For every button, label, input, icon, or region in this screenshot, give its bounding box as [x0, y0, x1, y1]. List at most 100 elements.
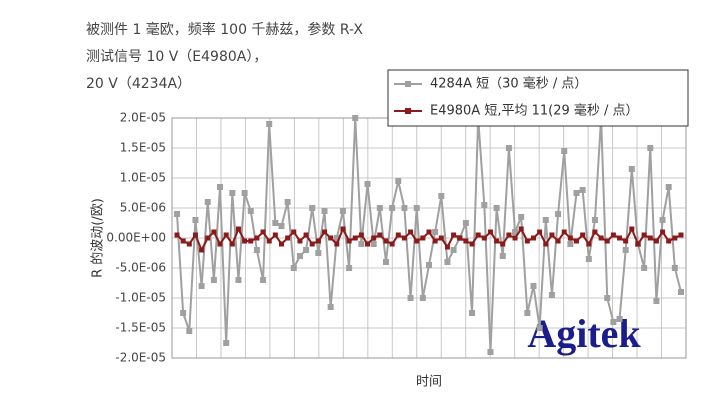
point-marker: [303, 232, 309, 238]
point-marker: [579, 187, 586, 193]
point-marker: [438, 235, 444, 241]
point-marker: [254, 235, 260, 241]
point-marker: [555, 211, 562, 217]
point-marker: [574, 238, 580, 244]
point-marker: [475, 232, 481, 238]
point-marker: [622, 247, 629, 253]
point-marker: [340, 226, 346, 232]
y-tick-label: 1.0E-05: [120, 171, 166, 185]
point-marker: [376, 205, 383, 211]
point-marker: [401, 205, 408, 211]
point-marker: [505, 145, 512, 151]
point-marker: [339, 208, 346, 214]
y-tick-label: -1.5E-05: [115, 321, 166, 335]
point-marker: [450, 247, 457, 253]
point-marker: [352, 115, 359, 121]
point-marker: [617, 235, 623, 241]
point-marker: [481, 202, 488, 208]
y-tick-label: 2.0E-05: [120, 111, 166, 125]
point-marker: [530, 283, 537, 289]
point-marker: [623, 238, 629, 244]
point-marker: [549, 232, 555, 238]
point-marker: [432, 238, 438, 244]
point-marker: [555, 238, 561, 244]
point-marker: [322, 229, 328, 235]
point-marker: [241, 190, 248, 196]
point-marker: [420, 235, 426, 241]
point-marker: [321, 208, 328, 214]
point-marker: [586, 241, 592, 247]
point-marker: [494, 238, 500, 244]
title-line: 被测件 1 毫欧，频率 100 千赫兹，参数 R-X: [86, 21, 363, 38]
point-marker: [413, 205, 420, 211]
point-marker: [561, 229, 567, 235]
point-marker: [297, 238, 303, 244]
point-marker: [438, 193, 445, 199]
point-marker: [487, 349, 494, 355]
point-marker: [229, 241, 235, 247]
point-marker: [585, 256, 592, 262]
point-marker: [364, 181, 371, 187]
point-marker: [211, 229, 217, 235]
point-marker: [260, 277, 267, 283]
point-marker: [543, 241, 549, 247]
y-tick-label: 1.5E-05: [120, 141, 166, 155]
point-marker: [463, 238, 469, 244]
point-marker: [192, 232, 198, 238]
point-marker: [247, 208, 254, 214]
point-marker: [561, 148, 568, 154]
title-line: 测试信号 10 V（E4980A），: [86, 49, 267, 65]
point-marker: [598, 235, 604, 241]
point-marker: [389, 205, 396, 211]
point-marker: [217, 184, 224, 190]
point-marker: [309, 205, 316, 211]
x-axis-label: 时间: [416, 375, 442, 390]
point-marker: [334, 241, 340, 247]
point-marker: [469, 310, 476, 316]
point-marker: [198, 283, 205, 289]
point-marker: [414, 238, 420, 244]
point-marker: [223, 232, 229, 238]
point-marker: [383, 238, 389, 244]
point-marker: [186, 241, 192, 247]
point-marker: [591, 217, 598, 223]
point-marker: [629, 226, 635, 232]
y-tick-label: -2.0E-05: [115, 351, 166, 365]
point-marker: [537, 229, 543, 235]
point-marker: [377, 232, 383, 238]
point-marker: [253, 247, 260, 253]
legend-marker: [405, 108, 411, 114]
point-marker: [660, 229, 666, 235]
point-marker: [278, 223, 285, 229]
point-marker: [285, 235, 291, 241]
y-tick-label: 5.0E-06: [120, 201, 166, 215]
point-marker: [542, 217, 549, 223]
point-marker: [592, 229, 598, 235]
point-marker: [432, 229, 439, 235]
legend-label: 4284A 短（30 毫秒 / 点）: [430, 76, 587, 92]
point-marker: [451, 232, 457, 238]
point-marker: [284, 199, 291, 205]
y-tick-label: -5.0E-06: [115, 261, 166, 275]
point-marker: [315, 250, 322, 256]
point-marker: [272, 232, 278, 238]
point-marker: [530, 235, 536, 241]
point-marker: [518, 214, 525, 220]
point-marker: [303, 247, 310, 253]
point-marker: [457, 235, 463, 241]
point-marker: [389, 241, 395, 247]
point-marker: [260, 229, 266, 235]
point-marker: [358, 232, 364, 238]
point-marker: [487, 229, 493, 235]
point-marker: [653, 238, 659, 244]
point-marker: [365, 241, 371, 247]
point-marker: [635, 241, 641, 247]
point-marker: [671, 265, 678, 271]
legend-label: E4980A 短,平均 11(29 毫秒 / 点）: [430, 103, 639, 119]
point-marker: [567, 235, 573, 241]
y-tick-label: -1.0E-05: [115, 291, 166, 305]
point-marker: [205, 235, 211, 241]
point-marker: [235, 277, 242, 283]
point-marker: [444, 259, 451, 265]
